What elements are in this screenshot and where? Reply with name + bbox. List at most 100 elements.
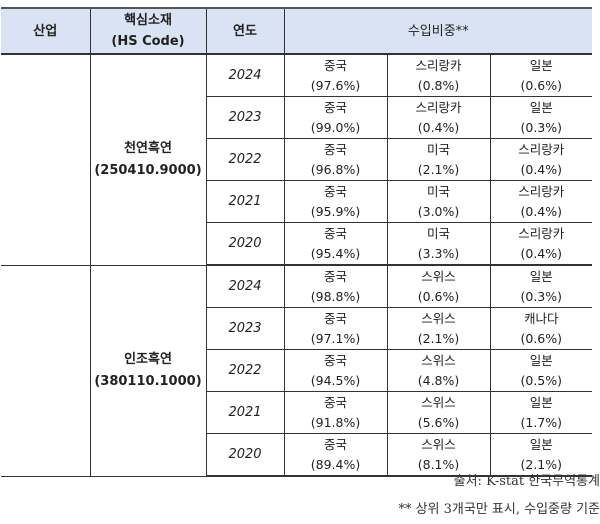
country-name: 미국: [426, 141, 450, 157]
country-name: 중국: [323, 57, 347, 73]
year-cell: 2020: [205, 433, 285, 477]
country-share-cell: 중국 (97.6%): [283, 53, 388, 97]
country-name: 스위스: [421, 436, 456, 452]
share-value: (0.4%): [520, 245, 563, 261]
country-name: 스리랑카: [518, 183, 565, 199]
country-name: 일본: [529, 394, 553, 410]
country-name: 중국: [323, 225, 347, 241]
share-value: (0.6%): [417, 288, 460, 304]
country-name: 스리랑카: [518, 225, 565, 241]
year-cell: 2021: [205, 180, 285, 223]
country-share-cell: 스위스 (0.6%): [386, 264, 491, 308]
share-value: (4.8%): [417, 372, 460, 388]
table-row: 2023 중국 (99.0%) 스리랑카 (0.4%) 일본 (0.3%): [1, 96, 593, 139]
country-share-cell: 캐나다 (0.6%): [489, 307, 593, 350]
share-value: (0.5%): [520, 372, 563, 388]
share-value: (3.0%): [417, 203, 460, 219]
share-value: (0.4%): [417, 119, 460, 135]
share-value: (96.8%): [310, 161, 361, 177]
share-value: (0.4%): [520, 203, 563, 219]
country-share-cell: 중국 (95.9%): [283, 180, 388, 223]
country-share-cell: 미국 (2.1%): [386, 138, 491, 181]
country-name: 일본: [529, 268, 553, 284]
table-row: 2022 중국 (94.5%) 스위스 (4.8%) 일본 (0.5%): [1, 349, 593, 392]
country-share-cell: 스리랑카 (0.4%): [489, 222, 593, 266]
header-import-share: 수입비중**: [283, 7, 593, 55]
country-share-cell: 미국 (3.3%): [386, 222, 491, 266]
material-cell: 천연흑연 (250410.9000): [89, 53, 207, 266]
table-row: 인조흑연 (380110.1000) 2024 중국 (98.8%) 스위스 (0.6%) 일…: [1, 264, 593, 477]
year-cell: 2024: [205, 264, 285, 308]
hs-code: (250410.9000): [94, 162, 202, 178]
country-name: 스위스: [421, 394, 456, 410]
country-share-cell: 일본 (0.3%): [489, 264, 593, 308]
share-value: (97.6%): [310, 77, 361, 93]
year-cell: 2024: [205, 53, 285, 97]
country-name: 스리랑카: [518, 141, 565, 157]
share-value: (0.4%): [520, 161, 563, 177]
hs-code: (380110.1000): [94, 373, 202, 389]
table-row: 2021 중국 (91.8%) 스위스 (5.6%) 일본 (1.7%): [1, 391, 593, 434]
import-share-table: 산업 핵심소재 (HS Code) 연도 수입비중** 천연흑연 (250410.9…: [1, 7, 593, 477]
header-hs-code: (HS Code): [111, 34, 185, 49]
header-year: 연도: [205, 7, 285, 55]
header-material-name: 핵심소재: [124, 13, 172, 28]
country-share-cell: 스리랑카 (0.4%): [386, 96, 491, 139]
country-name: 중국: [323, 183, 347, 199]
share-value: (94.5%): [310, 372, 361, 388]
share-value: (99.0%): [310, 119, 361, 135]
industry-cell: [1, 53, 91, 266]
country-share-cell: 일본 (0.3%): [489, 96, 593, 139]
country-share-cell: 일본 (0.5%): [489, 349, 593, 392]
share-value: (5.6%): [417, 414, 460, 430]
country-name: 스리랑카: [415, 99, 462, 115]
country-share-cell: 중국 (89.4%): [283, 433, 388, 477]
table-row: 2020 중국 (95.4%) 미국 (3.3%) 스리랑카 (0.4%): [1, 222, 593, 266]
country-name: 일본: [529, 352, 553, 368]
country-name: 스위스: [421, 352, 456, 368]
table-row: 2023 중국 (97.1%) 스위스 (2.1%) 캐나다 (0.6%): [1, 307, 593, 350]
share-value: (0.6%): [520, 77, 563, 93]
country-name: 일본: [529, 99, 553, 115]
country-name: 일본: [529, 57, 553, 73]
share-value: (97.1%): [310, 330, 361, 346]
country-name: 중국: [323, 99, 347, 115]
share-value: (2.1%): [520, 456, 563, 472]
year-cell: 2022: [205, 138, 285, 181]
share-value: (95.4%): [310, 245, 361, 261]
country-name: 중국: [323, 310, 347, 326]
country-name: 중국: [323, 394, 347, 410]
country-share-cell: 스위스 (5.6%): [386, 391, 491, 434]
country-name: 스위스: [421, 268, 456, 284]
country-share-cell: 중국 (98.8%): [283, 264, 388, 308]
country-share-cell: 일본 (0.6%): [489, 53, 593, 97]
share-value: (0.6%): [520, 330, 563, 346]
country-share-cell: 미국 (3.0%): [386, 180, 491, 223]
header-row: 산업 핵심소재 (HS Code) 연도 수입비중**: [1, 7, 593, 55]
country-share-cell: 스리랑카 (0.8%): [386, 53, 491, 97]
material-name: 천연흑연: [124, 140, 172, 156]
year-cell: 2023: [205, 96, 285, 139]
share-value: (2.1%): [417, 161, 460, 177]
share-value: (0.3%): [520, 119, 563, 135]
source-note: 출처: K-stat 한국무역통계: [453, 474, 600, 489]
country-share-cell: 중국 (91.8%): [283, 391, 388, 434]
country-name: 중국: [323, 268, 347, 284]
year-cell: 2023: [205, 307, 285, 350]
share-value: (0.8%): [417, 77, 460, 93]
header-material: 핵심소재 (HS Code): [89, 7, 207, 55]
country-share-cell: 스리랑카 (0.4%): [489, 138, 593, 181]
country-name: 중국: [323, 352, 347, 368]
country-name: 미국: [426, 225, 450, 241]
share-value: (1.7%): [520, 414, 563, 430]
year-cell: 2022: [205, 349, 285, 392]
country-share-cell: 중국 (95.4%): [283, 222, 388, 266]
year-cell: 2020: [205, 222, 285, 266]
header-industry: 산업: [1, 7, 91, 55]
share-value: (3.3%): [417, 245, 460, 261]
country-share-cell: 중국 (96.8%): [283, 138, 388, 181]
country-share-cell: 스위스 (2.1%): [386, 307, 491, 350]
country-share-cell: 스리랑카 (0.4%): [489, 180, 593, 223]
share-value: (8.1%): [417, 456, 460, 472]
share-value: (91.8%): [310, 414, 361, 430]
